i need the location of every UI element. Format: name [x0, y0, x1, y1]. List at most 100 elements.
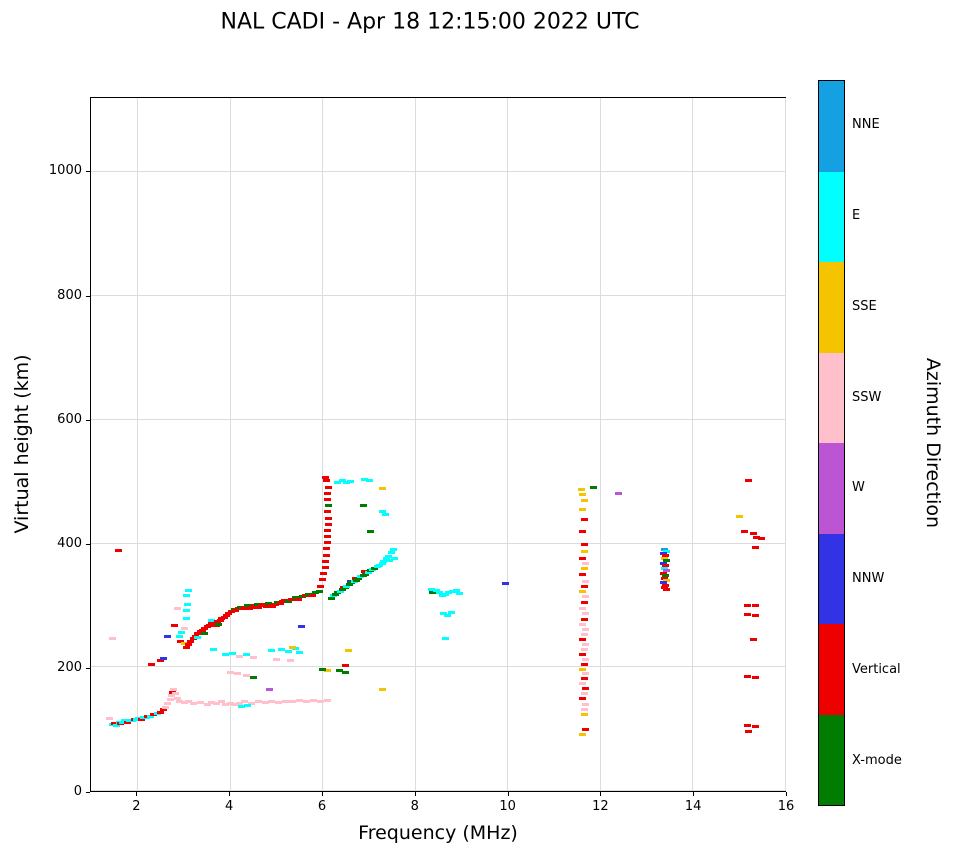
- data-point: [579, 508, 587, 512]
- data-point: [213, 620, 221, 624]
- data-point: [391, 556, 399, 560]
- data-point: [582, 657, 590, 661]
- data-point: [262, 605, 270, 608]
- data-point: [324, 504, 332, 508]
- data-point: [580, 647, 588, 651]
- data-point: [432, 588, 440, 592]
- data-point: [323, 535, 331, 539]
- data-point: [236, 605, 244, 609]
- data-point: [379, 510, 387, 514]
- data-point: [749, 638, 757, 642]
- colorbar-tick-label: SSE: [852, 298, 877, 314]
- data-point: [180, 641, 188, 645]
- data-point: [276, 601, 284, 605]
- data-point: [749, 531, 757, 535]
- y-grid-line: [91, 171, 785, 173]
- data-point: [287, 598, 295, 602]
- data-point: [379, 486, 387, 490]
- data-point: [317, 699, 325, 703]
- data-point: [580, 632, 588, 636]
- data-point: [321, 476, 329, 480]
- y-tick-label: 800: [57, 287, 82, 303]
- data-point: [579, 493, 587, 496]
- data-point: [445, 591, 453, 595]
- data-point: [113, 723, 121, 727]
- data-point: [579, 652, 587, 656]
- x-tick-label: 4: [225, 799, 234, 814]
- data-point: [317, 584, 325, 588]
- data-point: [439, 611, 447, 615]
- x-tick-label: 16: [777, 799, 795, 814]
- data-point: [661, 564, 669, 568]
- data-point: [341, 586, 349, 590]
- data-point: [579, 697, 587, 701]
- data-point: [286, 658, 294, 662]
- y-tick-label: 400: [57, 535, 82, 551]
- data-point: [323, 479, 331, 483]
- data-point: [346, 583, 354, 587]
- colorbar-tick-label: SSW: [852, 389, 882, 405]
- data-point: [233, 672, 241, 676]
- data-point: [582, 702, 590, 706]
- data-point: [277, 647, 285, 651]
- data-point: [182, 594, 190, 598]
- data-point: [452, 588, 460, 592]
- data-point: [323, 541, 331, 545]
- data-point: [170, 687, 178, 691]
- data-point: [375, 563, 383, 567]
- x-grid-line: [322, 98, 324, 791]
- data-point: [240, 700, 248, 704]
- data-point: [297, 625, 305, 629]
- data-point: [320, 572, 328, 576]
- data-point: [273, 657, 281, 661]
- data-point: [580, 662, 588, 666]
- colorbar-segment-sse: [819, 262, 844, 353]
- data-point: [296, 651, 304, 655]
- data-point: [201, 631, 209, 635]
- y-tick-mark: [86, 543, 90, 545]
- data-point: [272, 602, 280, 606]
- data-point: [660, 566, 668, 570]
- data-point: [108, 636, 116, 640]
- data-point: [580, 499, 588, 503]
- x-tick-mark: [229, 792, 231, 796]
- data-point: [178, 630, 186, 634]
- data-point: [264, 601, 272, 605]
- colorbar-tick-label: X-mode: [852, 752, 902, 768]
- data-point: [744, 674, 752, 678]
- data-point: [582, 579, 590, 583]
- data-point: [660, 556, 668, 560]
- data-point: [662, 559, 670, 563]
- data-point: [253, 603, 261, 607]
- data-point: [444, 613, 452, 617]
- data-point: [162, 705, 170, 709]
- data-point: [238, 705, 246, 709]
- data-point: [284, 650, 292, 654]
- data-point: [176, 639, 184, 643]
- y-tick-mark: [86, 792, 90, 793]
- data-point: [323, 668, 331, 672]
- data-point: [385, 554, 393, 558]
- colorbar-segment-nne: [819, 81, 844, 172]
- x-tick-label: 10: [499, 799, 516, 814]
- data-point: [148, 663, 156, 667]
- x-tick-label: 12: [592, 799, 609, 814]
- y-grid-line: [91, 295, 785, 296]
- data-point: [221, 616, 229, 620]
- data-point: [580, 692, 588, 696]
- data-point: [254, 699, 262, 703]
- data-point: [323, 699, 331, 703]
- data-point: [180, 626, 188, 630]
- data-point: [194, 635, 202, 639]
- x-grid-line: [137, 98, 139, 791]
- data-point: [580, 707, 588, 711]
- data-point: [196, 700, 204, 704]
- data-point: [757, 536, 765, 540]
- data-point: [242, 673, 250, 677]
- data-point: [164, 635, 172, 639]
- data-point: [321, 566, 329, 570]
- x-grid-line: [599, 98, 601, 791]
- data-point: [429, 590, 437, 594]
- data-point: [268, 699, 276, 703]
- data-point: [321, 559, 329, 563]
